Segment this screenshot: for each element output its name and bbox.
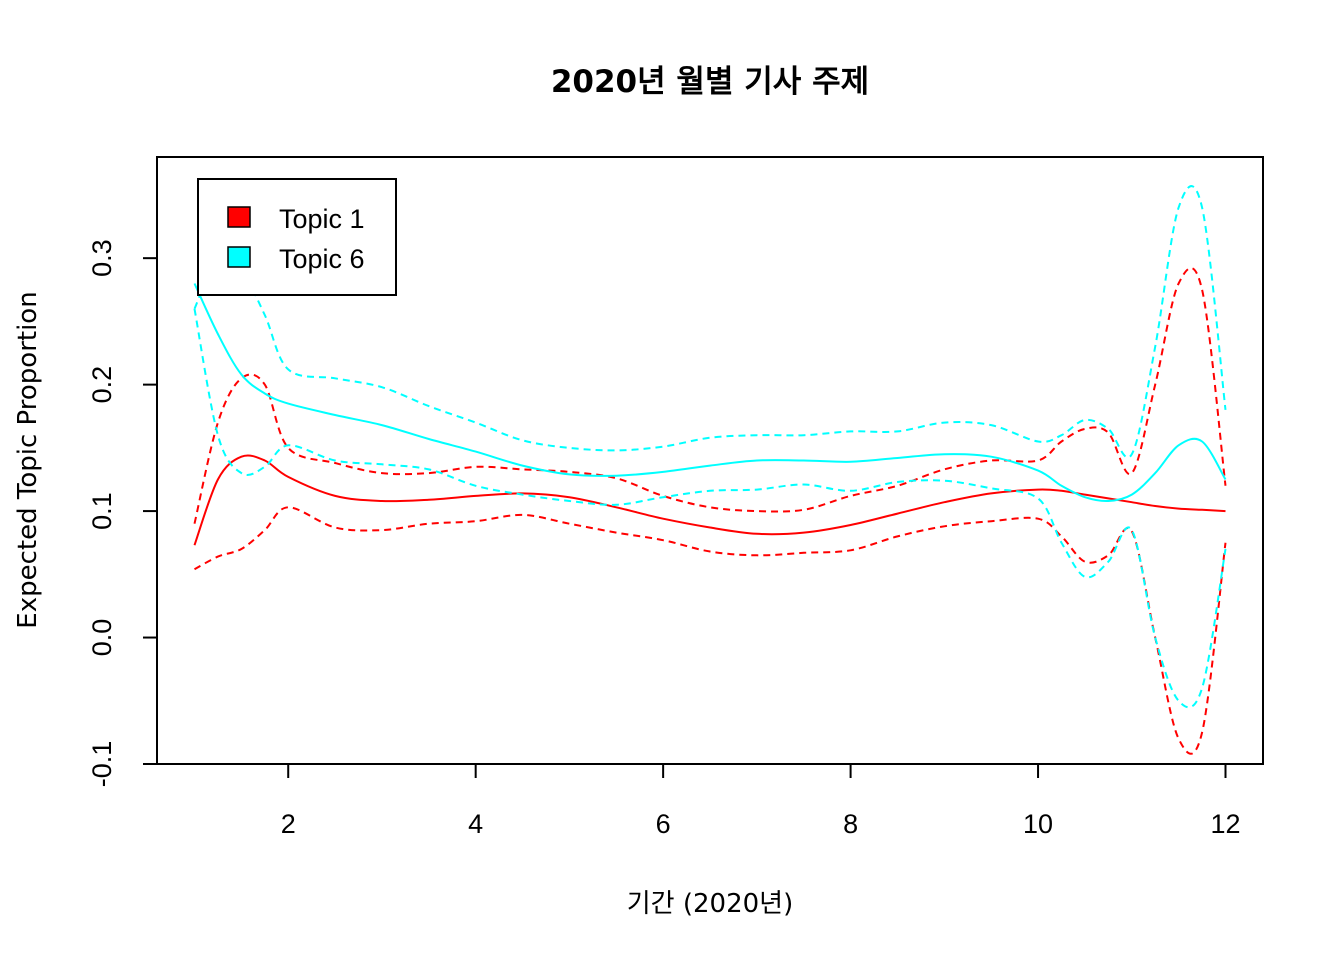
topic-6-lower-ci-line [193,308,1227,709]
legend-label-topic-1: Topic 1 [279,204,365,234]
y-tick-label: 0.0 [87,619,117,657]
y-tick-label: 0.2 [87,366,117,404]
y-tick-label: 0.1 [87,492,117,530]
legend-swatch-topic-1 [227,206,251,228]
y-axis-label: Expected Topic Proportion [13,291,43,628]
topic-1-upper-ci-line [193,267,1227,524]
x-tick-label: 6 [656,809,671,839]
chart-title: 2020년 월별 기사 주제 [551,64,869,100]
legend-box [197,178,397,296]
legend: Topic 1 Topic 6 [197,178,397,296]
legend-label-topic-6: Topic 6 [279,244,365,274]
x-axis: 2 4 6 8 10 12 [281,763,1241,839]
x-axis-label: 기간 (2020년) [627,889,793,919]
y-tick-label: -0.1 [87,741,117,788]
topic-1-lower-ci-line [194,506,1227,755]
x-tick-label: 8 [843,809,858,839]
x-tick-label: 4 [468,809,483,839]
legend-swatch-topic-6 [227,246,251,268]
x-tick-label: 10 [1023,809,1053,839]
x-tick-label: 2 [281,809,296,839]
series-layer [193,185,1227,755]
y-axis: -0.1 0.0 0.1 0.2 0.3 [87,239,157,787]
y-tick-label: 0.3 [87,239,117,277]
topic-6-upper-ci-line [193,185,1227,459]
topic-1-mean-line [193,454,1226,546]
topic-6-mean-line [193,283,1227,503]
x-tick-label: 12 [1210,809,1240,839]
